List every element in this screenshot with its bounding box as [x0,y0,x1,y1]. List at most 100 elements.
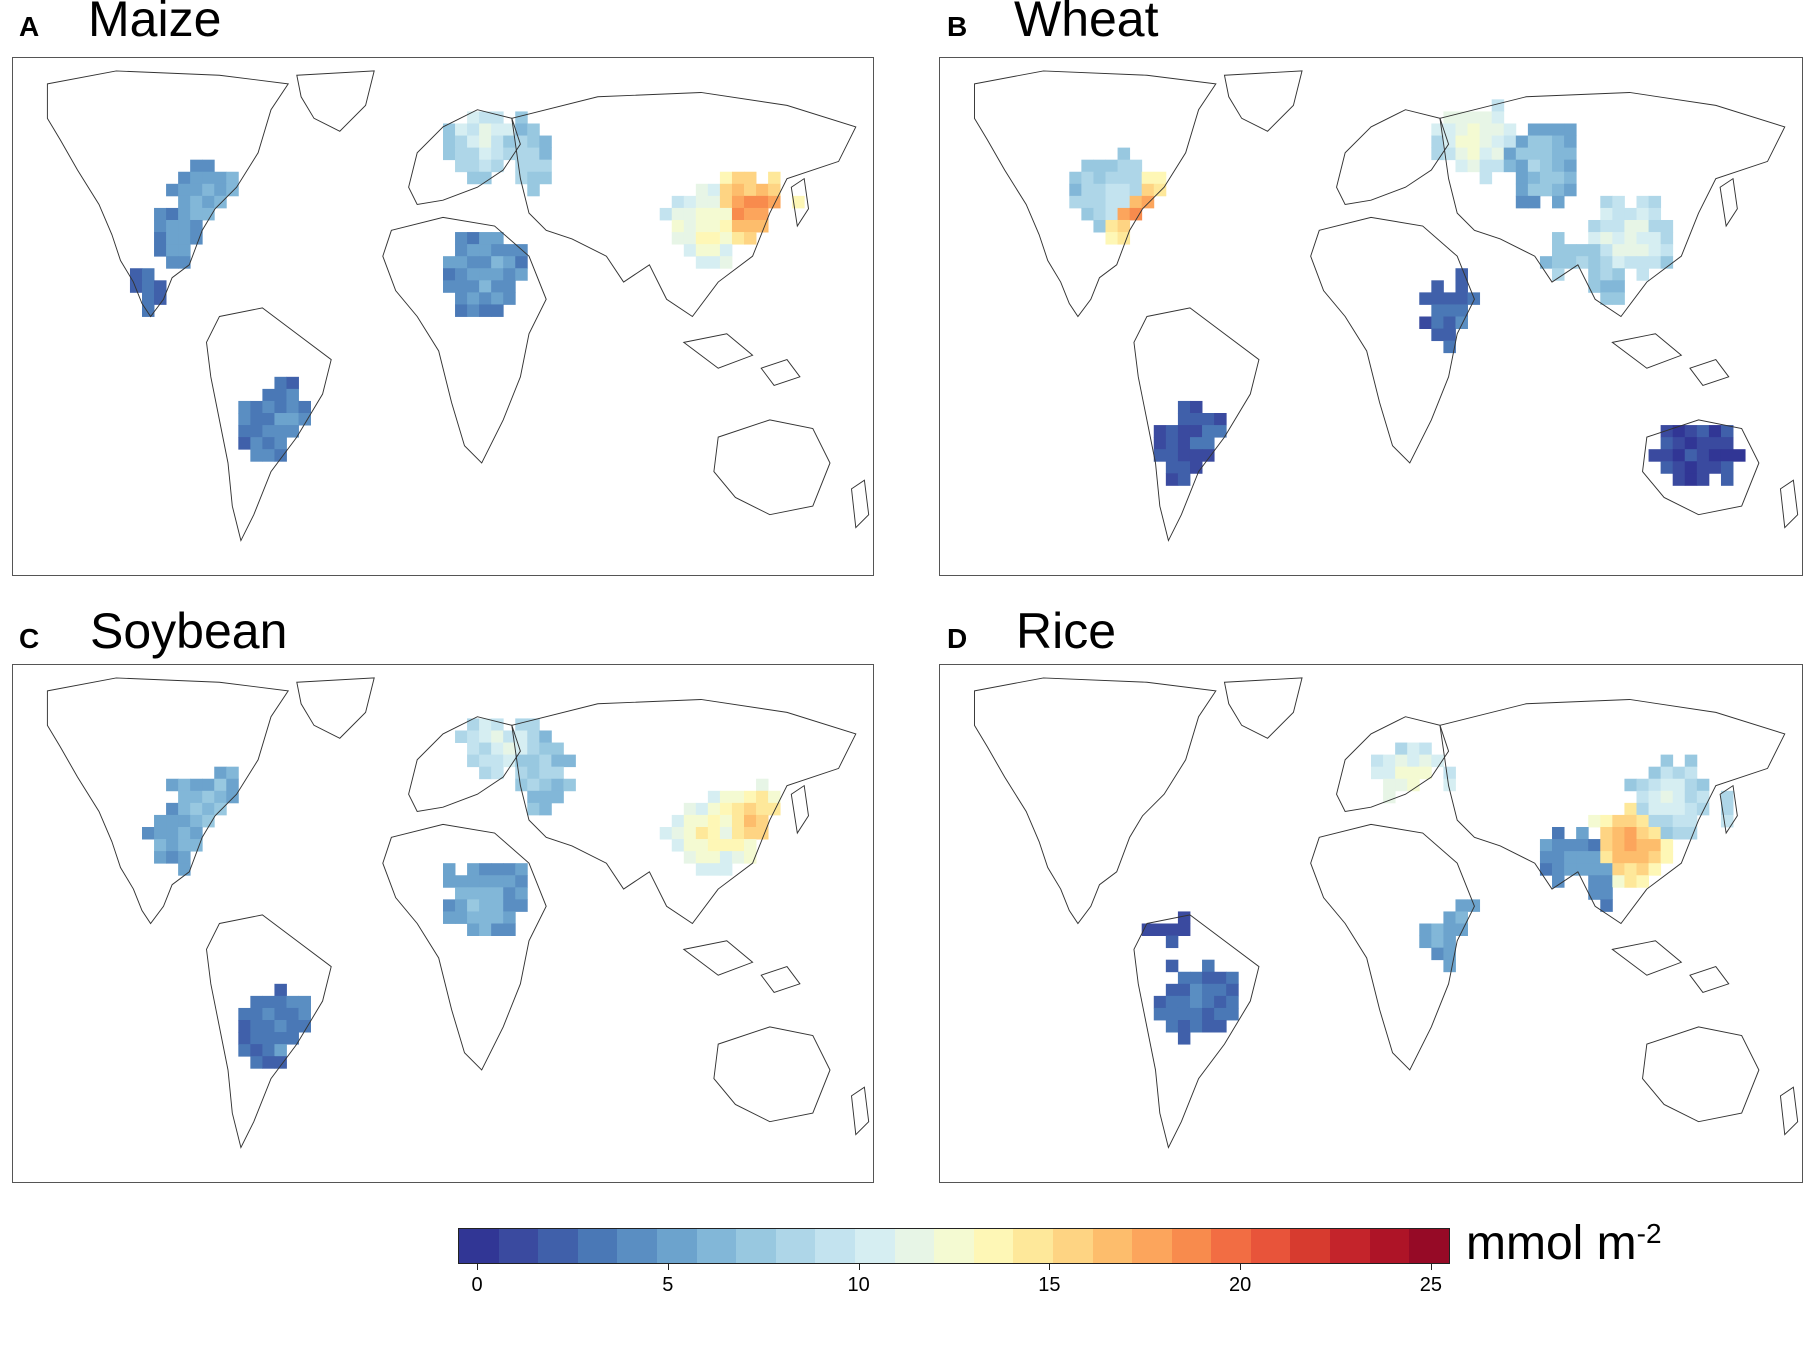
crop-cell [1624,232,1637,245]
crop-cell [178,244,191,257]
crop-cell [455,730,468,743]
crop-cell [1539,171,1553,185]
crop-cell [250,449,263,462]
crop-cell [1129,159,1143,173]
crop-cell [190,839,203,852]
panel-letter: D [947,623,968,654]
crop-cell [1177,983,1191,997]
crop-cell [455,887,468,900]
crop-cell [1479,159,1493,173]
colorbar-cell [1250,1229,1291,1263]
crop-cell [1564,839,1577,852]
crop-cell [1177,995,1191,1009]
crop-cell [1093,207,1106,221]
colorbar [458,1228,1450,1264]
continent-outline [296,70,375,132]
crop-cell [1552,839,1565,852]
colorbar-unit: mmol m-2 [1466,1216,1662,1271]
crop-cell [1383,766,1396,780]
crop-cell [1660,425,1674,438]
crop-cell [262,388,275,402]
crop-cell [1660,461,1674,474]
crop-cell [1552,851,1565,864]
crop-cell [515,147,528,161]
crop-cell [1552,123,1565,136]
crop-cell [1552,147,1565,161]
crop-cell [491,123,504,136]
crop-cell [1648,863,1662,876]
continent-outline [1223,677,1303,739]
crop-cell [1636,839,1649,852]
crop-cell [491,730,504,743]
crop-cell [1383,790,1396,804]
continent-outline [1689,359,1730,386]
continent-outline [408,716,521,813]
crop-cell [539,171,552,185]
crop-cell [731,219,745,233]
crop-cell [479,899,492,912]
crop-cell [226,171,239,185]
crop-cell [1648,232,1662,245]
crop-cell [1600,887,1613,900]
continent-outline [974,677,1217,925]
crop-cell [190,171,203,185]
crop-cell [1564,135,1577,149]
crop-cell [154,826,167,840]
crop-cell [1720,461,1734,474]
crop-cell [1419,766,1432,780]
crop-cell [1479,123,1493,136]
colorbar-cell [1132,1229,1172,1263]
crop-cell [719,802,733,816]
crop-cell [1624,802,1637,816]
crop-cell [274,400,287,414]
crop-cell [756,183,769,197]
crop-cell [1455,123,1468,136]
crop-cell [1552,244,1565,257]
crop-cell [1552,195,1565,209]
crop-cell [719,183,733,197]
crop-cell [1491,111,1505,124]
crop-cell [455,159,468,173]
crop-cell [190,207,203,221]
crop-cell [683,207,697,221]
crop-cell [1636,826,1649,840]
crop-cell [154,839,167,852]
crop-cell [515,778,528,792]
crop-cell [683,219,697,233]
crop-cell [1093,195,1106,209]
crop-cell [1552,268,1565,281]
crop-cell [214,766,227,780]
unit-exponent: -2 [1636,1218,1662,1249]
crop-cell [1552,863,1565,876]
crop-cell [527,754,540,768]
crop-cell [274,1056,287,1069]
crop-cell [527,766,540,780]
crop-cell [1153,437,1167,450]
crop-cell [1588,851,1601,864]
crop-cell [202,195,215,209]
crop-cell [1226,995,1239,1009]
crop-cell [1479,111,1493,124]
crop-cell [154,232,167,245]
crop-cell [1189,1007,1203,1021]
crop-cell [1407,778,1420,792]
crop-cell [274,1007,287,1021]
crop-cell [1539,256,1553,269]
crop-cell [1431,935,1444,949]
crop-cell [1588,232,1601,245]
crop-cell [443,256,456,269]
crop-cell [443,911,456,924]
colorbar-cell [1052,1229,1093,1263]
crop-cell [515,863,528,876]
crop-grid [1141,742,1734,1045]
crop-cell [1455,316,1468,329]
crop-cell [707,195,721,209]
crop-cell [527,790,540,804]
crop-cell [1672,790,1686,804]
crop-cell [515,899,528,912]
crop-cell [1660,826,1674,840]
crop-cell [467,899,480,912]
crop-cell [238,425,251,438]
crop-cell [1503,147,1517,161]
crop-cell [539,754,552,768]
